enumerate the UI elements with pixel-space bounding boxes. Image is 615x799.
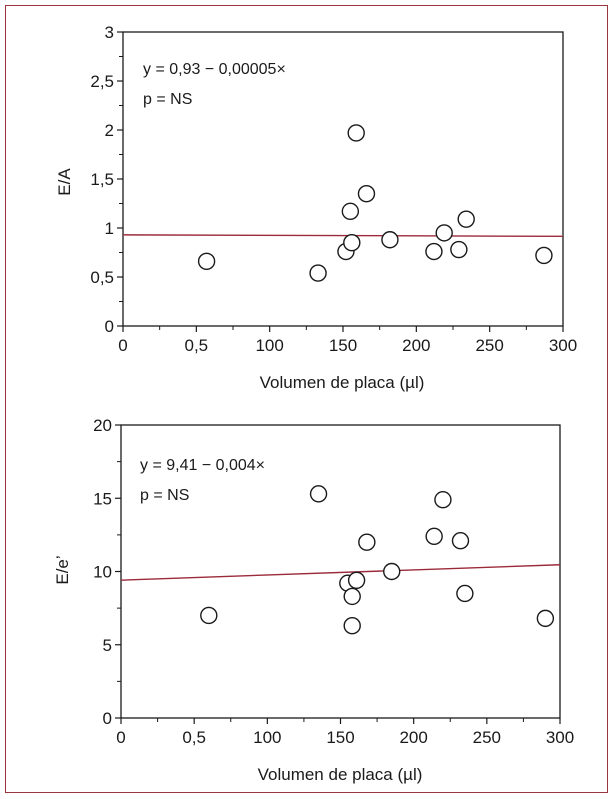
y-tick-label: 1,5 — [90, 170, 114, 189]
data-point — [425, 527, 443, 546]
y-tick-label: 0,5 — [90, 268, 114, 287]
y-tick-label: 5 — [103, 636, 112, 655]
chart-ee-pvalue: p = NS — [140, 487, 189, 504]
x-tick-label: 150 — [326, 728, 354, 747]
y-tick-label: 2,5 — [90, 72, 114, 91]
y-tick-label: 3 — [105, 23, 114, 42]
data-point — [357, 184, 376, 203]
chart-ea-pvalue: p = NS — [143, 91, 192, 108]
chart-ee-equation: y = 9,41 − 0,004× — [140, 457, 265, 474]
data-point — [347, 124, 365, 142]
x-tick-label: 250 — [473, 728, 501, 747]
y-tick-label: 0 — [103, 709, 112, 728]
data-point — [343, 233, 361, 252]
figure-frame — [5, 5, 608, 793]
x-tick-label: 300 — [549, 336, 577, 355]
x-tick-label: 0,5 — [182, 728, 206, 747]
data-point — [343, 587, 361, 606]
data-point — [535, 246, 553, 265]
data-point — [457, 210, 475, 228]
data-point — [456, 584, 474, 603]
data-point — [536, 609, 555, 628]
x-tick-label: 200 — [399, 728, 427, 747]
data-point — [309, 264, 327, 282]
chart-ea: y = 0,93 − 0,00005× p = NS Volumen de pl… — [55, 23, 577, 392]
data-point — [435, 224, 453, 242]
data-point — [341, 202, 360, 221]
y-tick-label: 15 — [93, 489, 112, 508]
x-tick-label: 100 — [255, 336, 283, 355]
x-tick-label: 150 — [329, 336, 357, 355]
x-tick-label: 250 — [475, 336, 503, 355]
y-tick-label: 2 — [105, 121, 114, 140]
x-tick-label: 0,5 — [185, 336, 209, 355]
data-point — [200, 606, 218, 625]
data-point — [309, 485, 328, 503]
chart-ea-equation: y = 0,93 − 0,00005× — [143, 61, 286, 78]
chart-ee: y = 9,41 − 0,004× p = NS Volumen de plac… — [53, 416, 574, 784]
y-tick-label: 1 — [105, 219, 114, 238]
chart-ee-xlabel: Volumen de placa (µl) — [258, 765, 423, 784]
data-point — [347, 571, 366, 589]
data-point — [383, 562, 401, 581]
y-tick-label: 20 — [93, 416, 112, 435]
data-point — [434, 491, 452, 509]
x-tick-label: 100 — [253, 728, 281, 747]
x-tick-label: 0 — [118, 336, 127, 355]
x-tick-label: 0 — [116, 728, 125, 747]
regression-line — [122, 234, 564, 238]
data-point — [425, 242, 443, 261]
x-tick-label: 200 — [402, 336, 430, 355]
chart-ea-xlabel: Volumen de placa (µl) — [260, 373, 425, 392]
data-point — [450, 240, 468, 259]
y-tick-label: 0 — [105, 317, 114, 336]
data-point — [451, 532, 470, 550]
data-point — [381, 231, 399, 249]
data-point — [197, 252, 216, 271]
chart-ee-ylabel: E/e’ — [53, 555, 72, 584]
y-tick-label: 10 — [93, 563, 112, 582]
regression-line — [120, 564, 561, 581]
x-tick-label: 300 — [546, 728, 574, 747]
data-point — [358, 533, 376, 551]
data-point — [343, 617, 361, 635]
chart-ea-ylabel: E/A — [55, 168, 74, 196]
